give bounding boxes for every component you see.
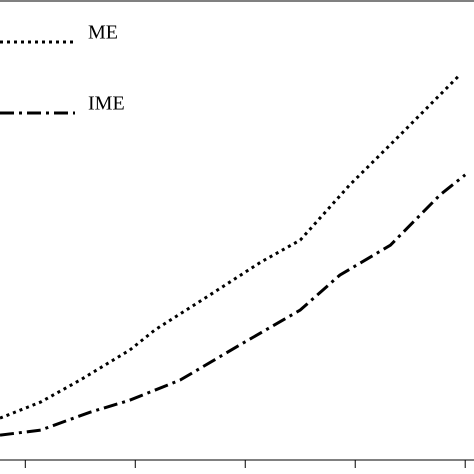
legend-label: ME <box>88 22 118 44</box>
series-line <box>0 173 467 437</box>
legend-label: IME <box>88 93 125 115</box>
